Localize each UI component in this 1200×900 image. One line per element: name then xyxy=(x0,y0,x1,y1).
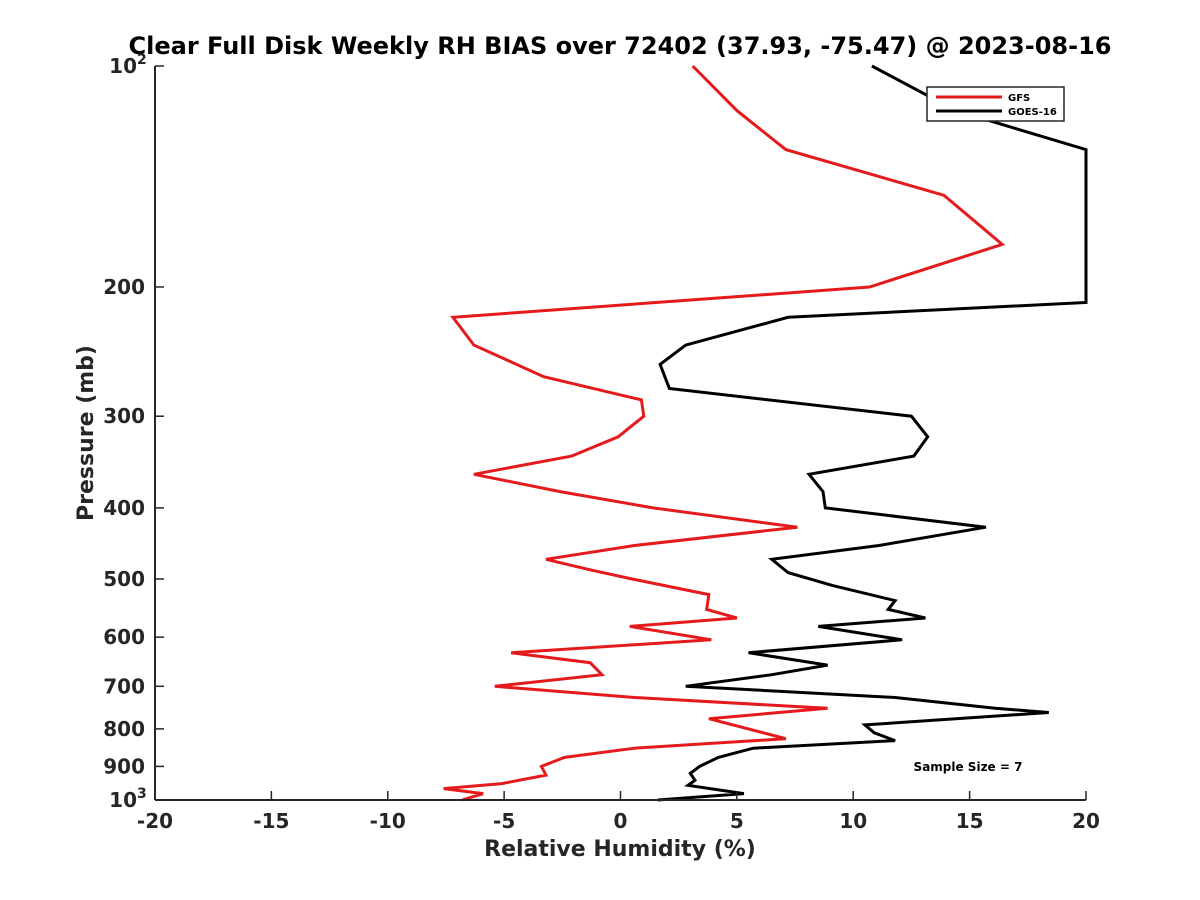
x-tick-label: -10 xyxy=(370,809,406,833)
y-tick-label: 900 xyxy=(103,754,145,778)
y-tick-label: 300 xyxy=(103,404,145,428)
y-tick-exponent: 2 xyxy=(137,52,147,68)
x-tick-label: -5 xyxy=(493,809,515,833)
y-tick-label: 10 xyxy=(109,54,137,78)
legend-label: GFS xyxy=(1008,93,1030,104)
axes xyxy=(154,66,1086,801)
y-tick-label: 800 xyxy=(103,717,145,741)
x-tick-label: 15 xyxy=(956,809,984,833)
y-axis-label: Pressure (mb) xyxy=(74,345,99,521)
legend: GFS GOES-16 xyxy=(926,86,1065,122)
y-tick-label: 700 xyxy=(103,674,145,698)
y-tick-label: 600 xyxy=(103,625,145,649)
x-tick-label: -15 xyxy=(253,809,289,833)
sample-size-annotation: Sample Size = 7 xyxy=(914,760,1023,774)
legend-box xyxy=(926,86,1065,122)
y-tick-label: 200 xyxy=(103,275,145,299)
x-axis-ticks: -20 -15 -10 -5 0 5 10 15 20 xyxy=(137,791,1100,833)
legend-label: GOES-16 xyxy=(1008,107,1057,118)
x-tick-label: 20 xyxy=(1072,809,1100,833)
x-tick-label: 10 xyxy=(839,809,867,833)
series-layer xyxy=(443,64,1088,802)
x-tick-label: 5 xyxy=(730,809,744,833)
chart-title: Clear Full Disk Weekly RH BIAS over 7240… xyxy=(129,32,1112,60)
y-tick-label: 500 xyxy=(103,567,145,591)
x-axis-label: Relative Humidity (%) xyxy=(484,837,756,862)
y-tick-label: 10 xyxy=(109,788,137,812)
x-tick-label: 0 xyxy=(614,809,628,833)
series-line-goes-16 xyxy=(657,64,1088,802)
y-tick-exponent: 3 xyxy=(137,786,147,802)
y-tick-label: 400 xyxy=(103,496,145,520)
series-line-gfs xyxy=(443,64,1006,802)
x-tick-label: -20 xyxy=(137,809,173,833)
